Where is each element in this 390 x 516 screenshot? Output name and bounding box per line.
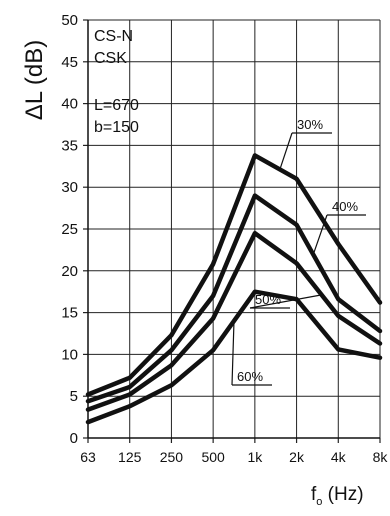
y-tick-label: 30 (61, 179, 78, 196)
x-tick-label: 500 (201, 449, 225, 465)
x-axis-label-unit: (Hz) (322, 484, 363, 505)
series-line-4 (85, 289, 383, 425)
x-tick-label: 1k (247, 449, 263, 465)
y-tick-label: 40 (61, 96, 78, 113)
y-tick-label: 0 (70, 430, 78, 447)
series-lines (85, 153, 383, 425)
series-label-leader (249, 294, 322, 309)
series-line-2 (85, 193, 383, 404)
x-axis-label: fo (Hz) (311, 484, 364, 508)
series-label-1: 30% (297, 117, 323, 132)
series-labels: 30% 40% 50% 60% (231, 117, 366, 386)
series-line-1 (85, 153, 383, 397)
x-tick-label: 8k (373, 449, 389, 465)
y-tick-label: 20 (61, 263, 78, 280)
series-line-3 (85, 230, 383, 412)
y-tick-label: 5 (70, 388, 78, 405)
x-axis-label-main: f (311, 484, 317, 505)
annotation-block: CS-N CSK L=670 b=150 (94, 28, 139, 136)
annotation-2: CSK (94, 50, 127, 67)
series-label-4: 60% (237, 369, 263, 384)
y-tick-label: 25 (61, 221, 78, 238)
axes (83, 19, 381, 443)
x-tick-label: 4k (331, 449, 347, 465)
series-label-leader (279, 132, 293, 170)
series-label-2: 40% (332, 199, 358, 214)
grid (88, 19, 381, 438)
annotation-4: b=150 (94, 119, 139, 136)
y-tick-label: 10 (61, 346, 78, 363)
annotation-3: L=670 (94, 97, 139, 114)
tick-labels: 0 5 10 15 20 25 30 35 40 45 50 63 125 250 500 1k 2k 4k 8k (61, 12, 388, 465)
x-tick-label: 125 (118, 449, 142, 465)
series-label-3: 50% (255, 292, 281, 307)
annotation-1: CS-N (94, 28, 133, 45)
x-tick-label: 250 (160, 449, 184, 465)
x-tick-label: 2k (289, 449, 305, 465)
y-tick-label: 35 (61, 137, 78, 154)
series-label-leader (231, 320, 235, 386)
series-label-leader (312, 214, 328, 255)
x-axis-label-sub: o (316, 496, 322, 508)
x-tick-label: 63 (80, 449, 96, 465)
y-tick-label: 15 (61, 305, 78, 322)
y-axis-label: ΔL (dB) (21, 40, 48, 121)
y-tick-label: 50 (61, 12, 78, 29)
y-tick-label: 45 (61, 54, 78, 71)
